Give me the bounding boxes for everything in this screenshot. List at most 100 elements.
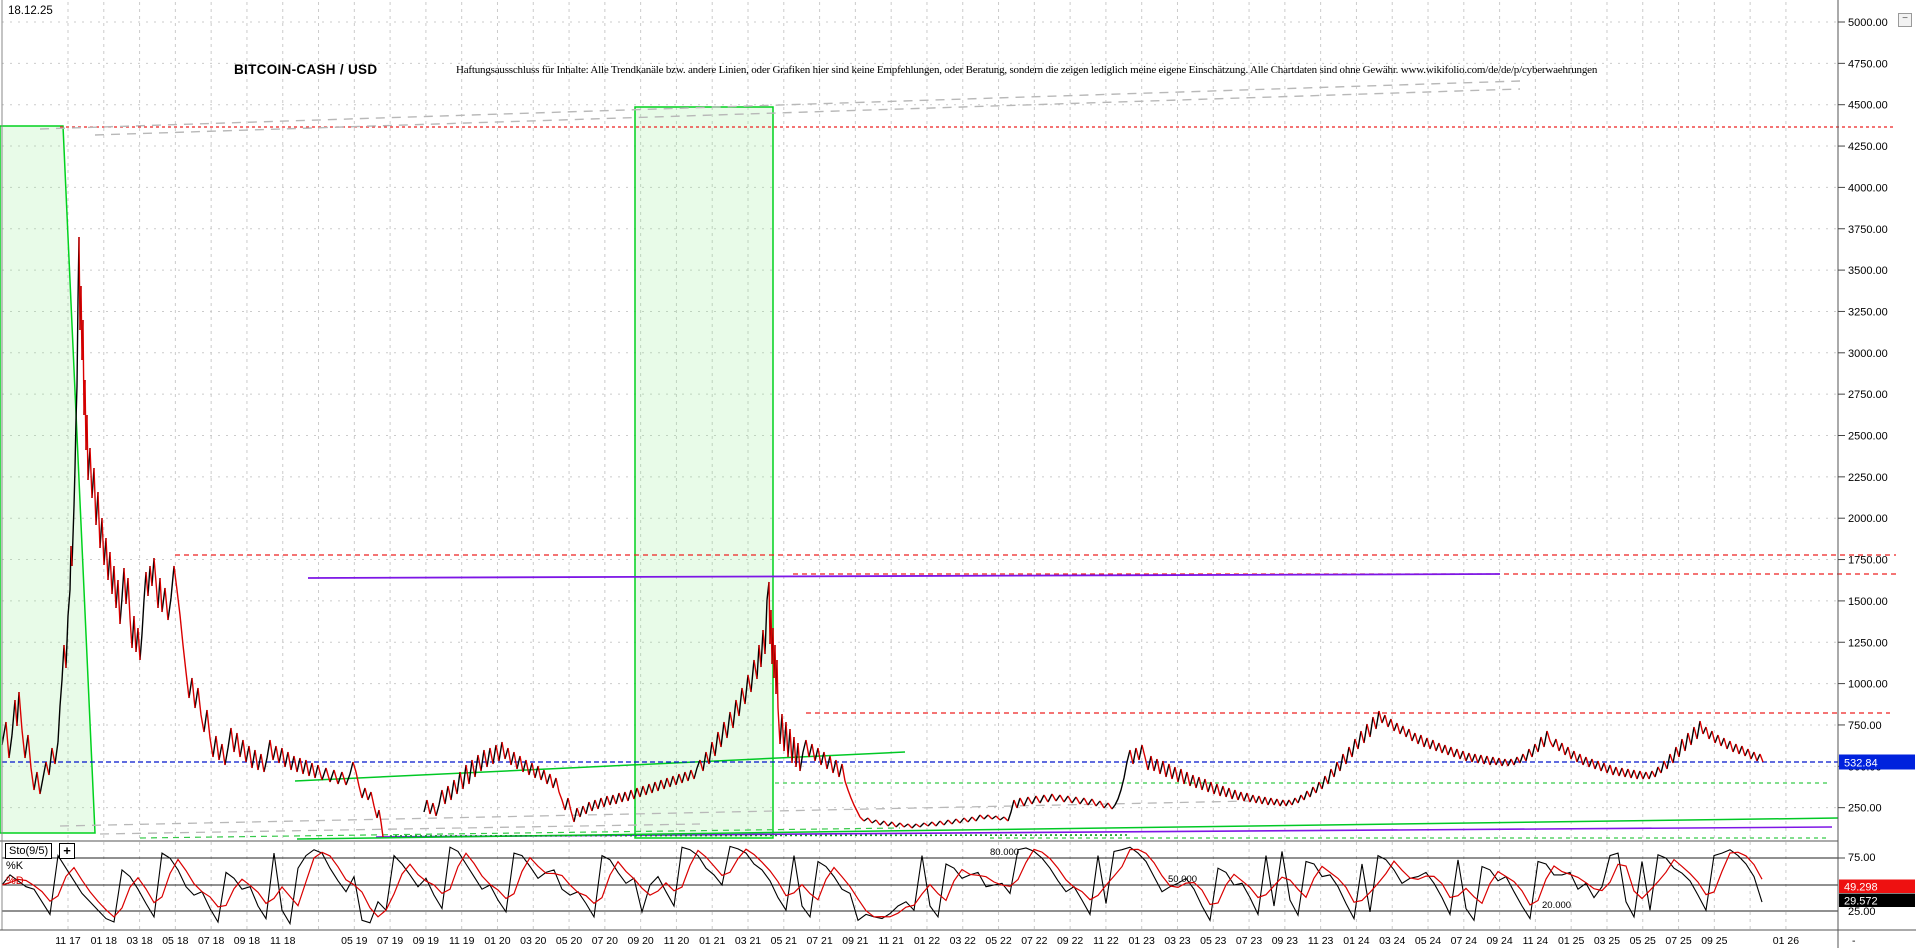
green-dotted-flat bbox=[389, 834, 1131, 837]
time-axis-label: 05 25 bbox=[1630, 935, 1656, 947]
percent-d-label: %D bbox=[6, 875, 24, 887]
time-axis-label: 07 19 bbox=[377, 935, 403, 947]
green-dash-bottom bbox=[139, 827, 901, 839]
time-axis-label: 07 24 bbox=[1451, 935, 1477, 947]
sto-k-value-label: 29.572 bbox=[1844, 896, 1878, 908]
percent-k-label: %K bbox=[6, 860, 24, 872]
time-axis-label: 01 22 bbox=[914, 935, 940, 947]
price-line-down-segments bbox=[5, 236, 1764, 838]
gray-channel-upper bbox=[39, 80, 1521, 130]
time-axis-label: 11 23 bbox=[1308, 935, 1334, 947]
time-axis-label: 09 20 bbox=[627, 935, 653, 947]
time-axis-label: 05 21 bbox=[771, 935, 797, 947]
price-axis-label: 1500.00 bbox=[1848, 596, 1888, 608]
price-axis-label: 4000.00 bbox=[1848, 182, 1888, 194]
price-axis-label: 4500.00 bbox=[1848, 100, 1888, 112]
time-axis-label: 09 19 bbox=[413, 935, 439, 947]
add-indicator-button[interactable]: + bbox=[59, 843, 75, 859]
time-axis-label: 07 25 bbox=[1665, 935, 1691, 947]
green-channel-upper bbox=[294, 751, 906, 782]
current-price-badge-label: 532.84 bbox=[1844, 758, 1878, 770]
green-box-2017 bbox=[0, 125, 96, 834]
time-axis-label: 09 23 bbox=[1272, 935, 1298, 947]
sto-level-label: 20.000 bbox=[1542, 900, 1571, 911]
price-axis-label: 3000.00 bbox=[1848, 348, 1888, 360]
price-axis-label: 1750.00 bbox=[1848, 555, 1888, 567]
time-axis-label: 07 22 bbox=[1021, 935, 1047, 947]
price-axis-label: 3750.00 bbox=[1848, 224, 1888, 236]
sto-level-label: 80.000 bbox=[990, 847, 1019, 858]
time-axis-label: 05 19 bbox=[341, 935, 367, 947]
time-axis-label: 05 23 bbox=[1200, 935, 1226, 947]
time-axis-label: 03 23 bbox=[1164, 935, 1190, 947]
sto-level-label: 50.000 bbox=[1168, 874, 1197, 885]
time-axis-label: 11 22 bbox=[1093, 935, 1119, 947]
time-axis-label: 03 20 bbox=[520, 935, 546, 947]
chart-title: BITCOIN-CASH / USD bbox=[234, 62, 378, 77]
time-axis-label: 03 21 bbox=[735, 935, 761, 947]
sto-percent-k-line bbox=[1, 845, 1763, 926]
gray-channel-lower bbox=[94, 88, 1521, 136]
time-axis-label: 09 21 bbox=[842, 935, 868, 947]
sto-axis-label: 75.00 bbox=[1848, 852, 1876, 864]
time-axis-label: 03 22 bbox=[950, 935, 976, 947]
time-axis-label: 09 24 bbox=[1486, 935, 1512, 947]
time-axis-label: 11 17 bbox=[55, 935, 81, 947]
time-axis-label: 01 24 bbox=[1343, 935, 1369, 947]
collapse-icon[interactable]: − bbox=[1898, 13, 1912, 27]
time-axis-label: 07 23 bbox=[1236, 935, 1262, 947]
time-axis-label: 01 18 bbox=[91, 935, 117, 947]
gray-dash-bottom2 bbox=[99, 823, 701, 835]
price-axis-label: 250.00 bbox=[1848, 803, 1882, 815]
price-axis-label: 3500.00 bbox=[1848, 265, 1888, 277]
price-axis-label: 4750.00 bbox=[1848, 58, 1888, 70]
sto-d-value-badge bbox=[1839, 879, 1915, 893]
time-axis-label: 11 24 bbox=[1523, 935, 1549, 947]
price-axis-label: 2250.00 bbox=[1848, 472, 1888, 484]
gray-dash-bottom1 bbox=[59, 800, 1251, 827]
green-support-rising bbox=[296, 817, 1839, 840]
indicator-label[interactable]: Sto(9/5) bbox=[5, 843, 53, 859]
time-axis-label: 09 22 bbox=[1057, 935, 1083, 947]
time-axis-label: 11 19 bbox=[449, 935, 475, 947]
purple-resistance bbox=[307, 573, 1501, 579]
time-axis-label: 03 18 bbox=[126, 935, 152, 947]
date-label: 18.12.25 bbox=[8, 5, 53, 17]
time-axis-label: 09 25 bbox=[1701, 935, 1727, 947]
sto-k-value-badge bbox=[1839, 893, 1915, 907]
time-axis-label: 07 21 bbox=[806, 935, 832, 947]
disclaimer-text: Haftungsausschluss für Inhalte: Alle Tre… bbox=[456, 64, 1598, 76]
time-axis-label: 05 20 bbox=[556, 935, 582, 947]
sto-axis-label: 25.00 bbox=[1848, 906, 1876, 918]
price-axis-label: 2750.00 bbox=[1848, 389, 1888, 401]
time-axis-label: 03 24 bbox=[1379, 935, 1405, 947]
sto-d-value-label: 49.298 bbox=[1844, 882, 1878, 894]
sto-percent-d-line bbox=[1, 848, 1763, 918]
price-axis-label: 1250.00 bbox=[1848, 637, 1888, 649]
time-axis-label: 05 24 bbox=[1415, 935, 1441, 947]
price-axis-label: 2000.00 bbox=[1848, 513, 1888, 525]
time-axis-label: 01 21 bbox=[699, 935, 725, 947]
time-axis-label: 11 21 bbox=[878, 935, 904, 947]
time-axis-label: 01 26 bbox=[1773, 935, 1799, 947]
time-axis-label: 07 18 bbox=[198, 935, 224, 947]
green-box-2021 bbox=[634, 106, 774, 839]
price-axis-label: 1000.00 bbox=[1848, 679, 1888, 691]
current-price-badge bbox=[1839, 754, 1915, 770]
time-axis-label: 09 18 bbox=[234, 935, 260, 947]
time-axis-label: 11 18 bbox=[270, 935, 296, 947]
price-axis-label: 3250.00 bbox=[1848, 306, 1888, 318]
price-axis-label: 2500.00 bbox=[1848, 431, 1888, 443]
price-line-up-segments bbox=[1, 236, 1761, 829]
time-axis-label: 05 18 bbox=[162, 935, 188, 947]
time-axis-label: 11 20 bbox=[664, 935, 690, 947]
time-axis-label: 01 20 bbox=[484, 935, 510, 947]
time-axis-label: 03 25 bbox=[1594, 935, 1620, 947]
time-axis-label: 07 20 bbox=[592, 935, 618, 947]
time-axis-label: 01 25 bbox=[1558, 935, 1584, 947]
price-axis-label: 750.00 bbox=[1848, 720, 1882, 732]
time-axis-label: 01 23 bbox=[1129, 935, 1155, 947]
time-axis-label: 05 22 bbox=[985, 935, 1011, 947]
